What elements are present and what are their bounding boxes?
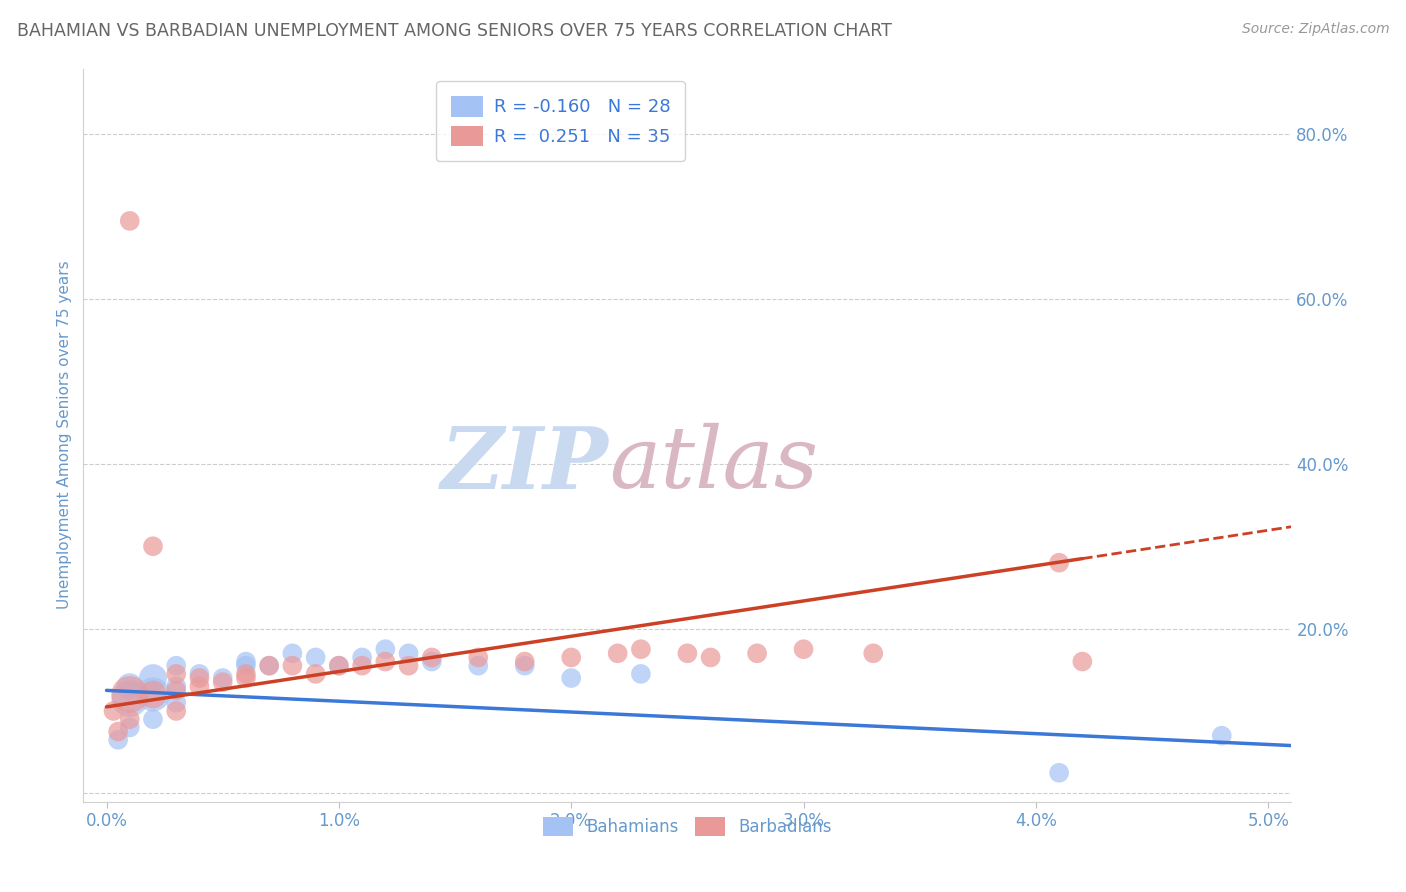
Point [142,688,165,702]
Point [118,214,141,228]
Point [420,655,443,669]
Point [142,688,165,702]
Point [513,655,536,669]
Point [1047,556,1070,570]
Text: atlas: atlas [609,423,818,506]
Point [165,704,187,718]
Point [257,658,280,673]
Point [118,691,141,706]
Point [560,671,582,685]
Point [699,650,721,665]
Point [304,650,326,665]
Point [304,667,326,681]
Point [235,658,257,673]
Point [165,696,187,710]
Point [103,704,125,718]
Point [793,642,815,657]
Point [118,679,141,693]
Point [1047,765,1070,780]
Point [107,724,129,739]
Point [513,658,536,673]
Point [676,646,699,660]
Point [188,671,211,685]
Point [352,658,374,673]
Point [398,658,420,673]
Point [328,658,350,673]
Point [630,642,652,657]
Point [374,642,396,657]
Point [745,646,768,660]
Point [235,667,257,681]
Point [630,667,652,681]
Point [281,658,304,673]
Point [235,655,257,669]
Legend: Bahamians, Barbadians: Bahamians, Barbadians [534,809,841,845]
Point [257,658,280,673]
Point [560,650,582,665]
Point [328,658,350,673]
Text: Source: ZipAtlas.com: Source: ZipAtlas.com [1241,22,1389,37]
Point [606,646,628,660]
Point [467,650,489,665]
Point [1211,729,1233,743]
Point [211,675,233,690]
Point [142,671,165,685]
Point [107,732,129,747]
Point [352,650,374,665]
Point [165,667,187,681]
Point [165,658,187,673]
Point [398,646,420,660]
Text: ZIP: ZIP [441,423,609,506]
Point [188,679,211,693]
Point [165,683,187,698]
Point [165,679,187,693]
Point [118,688,141,702]
Text: BAHAMIAN VS BARBADIAN UNEMPLOYMENT AMONG SENIORS OVER 75 YEARS CORRELATION CHART: BAHAMIAN VS BARBADIAN UNEMPLOYMENT AMONG… [17,22,891,40]
Point [862,646,884,660]
Point [420,650,443,665]
Point [281,646,304,660]
Point [1071,655,1094,669]
Point [211,671,233,685]
Point [142,712,165,726]
Point [467,658,489,673]
Point [188,667,211,681]
Point [118,712,141,726]
Point [235,671,257,685]
Point [374,655,396,669]
Y-axis label: Unemployment Among Seniors over 75 years: Unemployment Among Seniors over 75 years [58,260,72,609]
Point [142,539,165,553]
Point [118,721,141,735]
